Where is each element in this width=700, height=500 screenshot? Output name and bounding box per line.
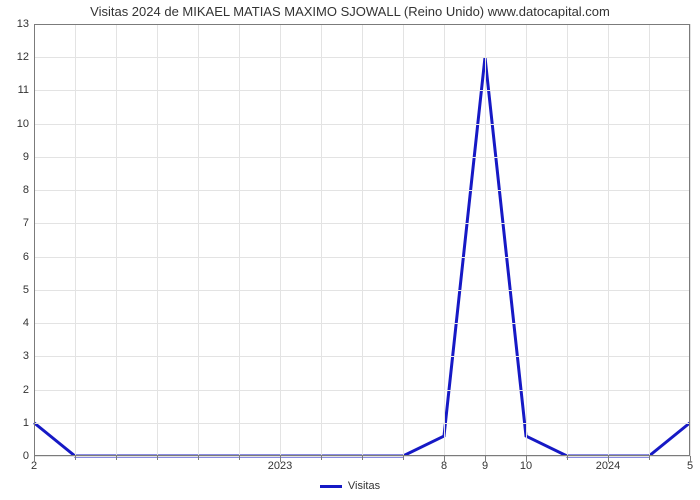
gridline-v xyxy=(280,24,281,456)
y-tick-label: 3 xyxy=(23,350,34,362)
x-major-tick xyxy=(34,456,35,462)
gridline-v xyxy=(198,24,199,456)
gridline-v xyxy=(362,24,363,456)
gridline-v xyxy=(239,24,240,456)
gridline-v xyxy=(485,24,486,456)
y-tick-label: 2 xyxy=(23,384,34,396)
x-minor-tick xyxy=(75,456,76,460)
x-major-tick xyxy=(280,456,281,462)
y-tick-label: 8 xyxy=(23,184,34,196)
y-tick-label: 4 xyxy=(23,317,34,329)
y-tick-label: 12 xyxy=(17,51,34,63)
chart-container: Visitas 2024 de MIKAEL MATIAS MAXIMO SJO… xyxy=(0,0,700,500)
legend: Visitas xyxy=(0,480,700,492)
x-minor-tick xyxy=(157,456,158,460)
gridline-v xyxy=(567,24,568,456)
x-minor-tick xyxy=(362,456,363,460)
y-tick-label: 10 xyxy=(17,118,34,130)
x-minor-tick xyxy=(198,456,199,460)
x-minor-tick xyxy=(403,456,404,460)
gridline-v xyxy=(690,24,691,456)
gridline-v xyxy=(403,24,404,456)
gridline-v xyxy=(321,24,322,456)
x-major-tick xyxy=(485,456,486,462)
x-minor-tick xyxy=(116,456,117,460)
gridline-v xyxy=(75,24,76,456)
x-minor-tick xyxy=(239,456,240,460)
gridline-v xyxy=(526,24,527,456)
y-tick-label: 9 xyxy=(23,151,34,163)
gridline-v xyxy=(649,24,650,456)
gridline-v xyxy=(116,24,117,456)
y-tick-label: 1 xyxy=(23,417,34,429)
x-major-tick xyxy=(608,456,609,462)
x-major-tick xyxy=(444,456,445,462)
x-minor-tick xyxy=(321,456,322,460)
gridline-v xyxy=(444,24,445,456)
y-tick-label: 13 xyxy=(17,18,34,30)
gridline-v xyxy=(608,24,609,456)
legend-swatch xyxy=(320,485,342,488)
x-minor-tick xyxy=(649,456,650,460)
plot-area: 01234567891011121322023891020245 xyxy=(34,24,690,456)
y-tick-label: 11 xyxy=(18,84,34,96)
x-minor-tick xyxy=(567,456,568,460)
chart-title: Visitas 2024 de MIKAEL MATIAS MAXIMO SJO… xyxy=(0,4,700,19)
y-tick-label: 5 xyxy=(23,284,34,296)
y-tick-label: 7 xyxy=(23,217,34,229)
x-major-tick xyxy=(690,456,691,462)
y-tick-label: 6 xyxy=(23,251,34,263)
legend-label: Visitas xyxy=(348,480,380,492)
gridline-v xyxy=(157,24,158,456)
gridline-v xyxy=(34,24,35,456)
x-major-tick xyxy=(526,456,527,462)
